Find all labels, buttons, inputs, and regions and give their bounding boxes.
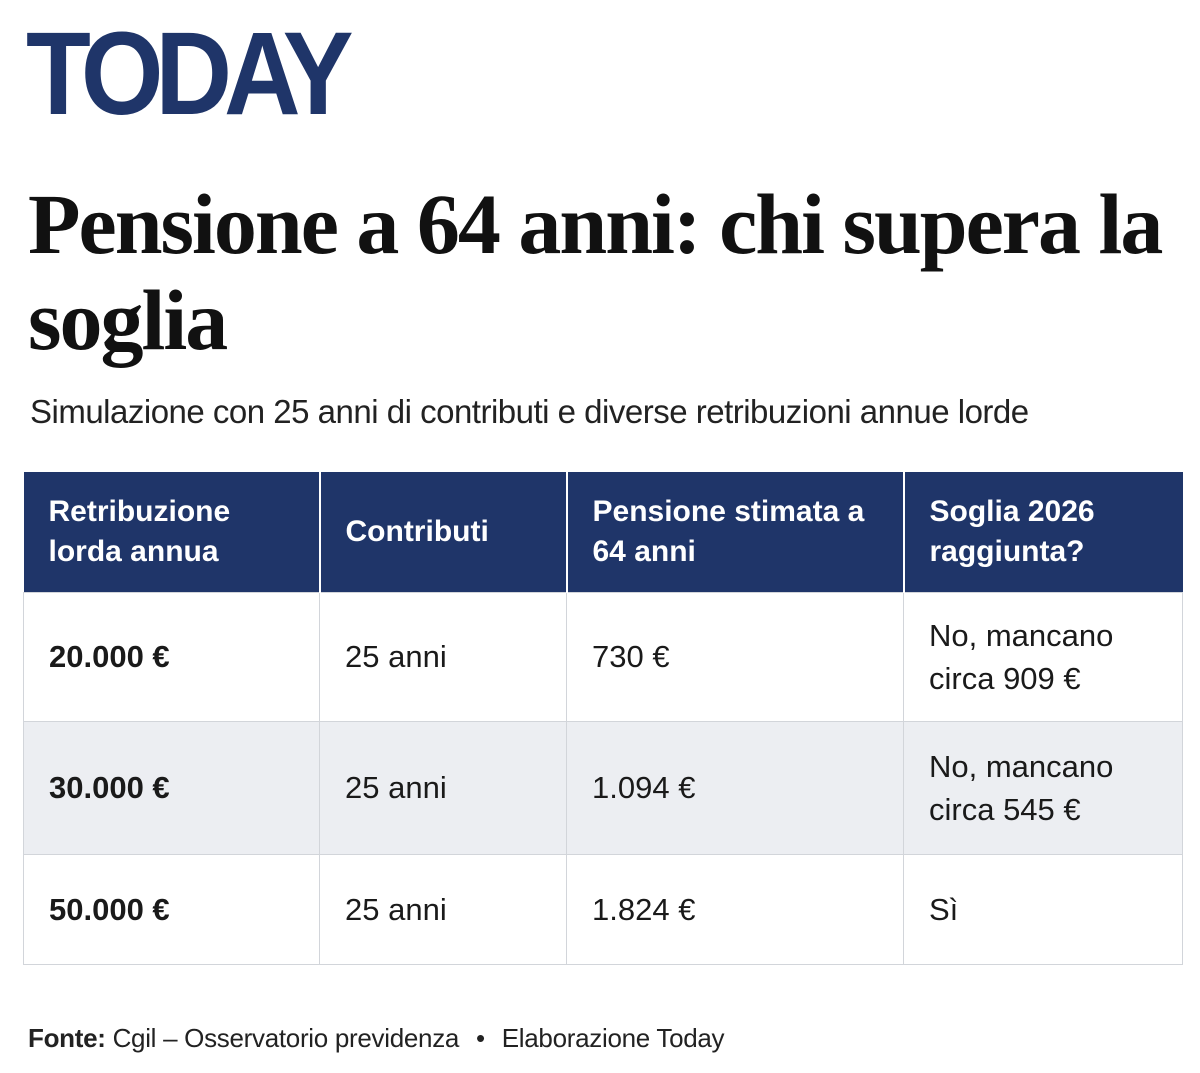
header-pensione-stimata: Pensione stimata a 64 anni	[565, 472, 904, 592]
pension-table: Retribuzione lorda annua Contributi Pens…	[23, 472, 1183, 965]
cell-contributi: 25 anni	[319, 720, 567, 855]
table-row: 30.000 € 25 anni 1.094 € No, mancano cir…	[23, 720, 1183, 855]
cell-contributi: 25 anni	[319, 853, 567, 965]
subtitle: Simulazione con 25 anni di contributi e …	[30, 393, 1029, 430]
source-text: Cgil – Osservatorio previdenza	[112, 1023, 460, 1053]
header-retribuzione: Retribuzione lorda annua	[23, 472, 320, 592]
headline: Pensione a 64 anni: chi supera la soglia	[28, 176, 1163, 368]
cell-pensione: 1.824 €	[566, 853, 904, 965]
cell-soglia: Sì	[903, 853, 1183, 965]
cell-soglia: No, mancano circa 545 €	[903, 720, 1183, 855]
today-logo: TODAY	[26, 8, 354, 140]
source-line: Fonte: Cgil – Osservatorio previdenza • …	[28, 1020, 725, 1056]
cell-pensione: 1.094 €	[566, 720, 904, 855]
header-soglia: Soglia 2026 raggiunta?	[902, 472, 1183, 592]
cell-retribuzione: 30.000 €	[23, 720, 320, 855]
source-credit: Elaborazione Today	[501, 1023, 725, 1053]
cell-contributi: 25 anni	[319, 591, 567, 722]
cell-retribuzione: 50.000 €	[23, 853, 320, 965]
cell-retribuzione: 20.000 €	[23, 591, 320, 722]
header-contributi: Contributi	[318, 472, 567, 592]
source-separator: •	[476, 1023, 485, 1053]
table-row: 20.000 € 25 anni 730 € No, mancano circa…	[23, 591, 1183, 722]
cell-soglia: No, mancano circa 909 €	[903, 591, 1183, 722]
table-header-row: Retribuzione lorda annua Contributi Pens…	[23, 472, 1183, 592]
source-label: Fonte:	[28, 1023, 106, 1053]
cell-pensione: 730 €	[566, 591, 904, 722]
table-row: 50.000 € 25 anni 1.824 € Sì	[23, 853, 1183, 965]
